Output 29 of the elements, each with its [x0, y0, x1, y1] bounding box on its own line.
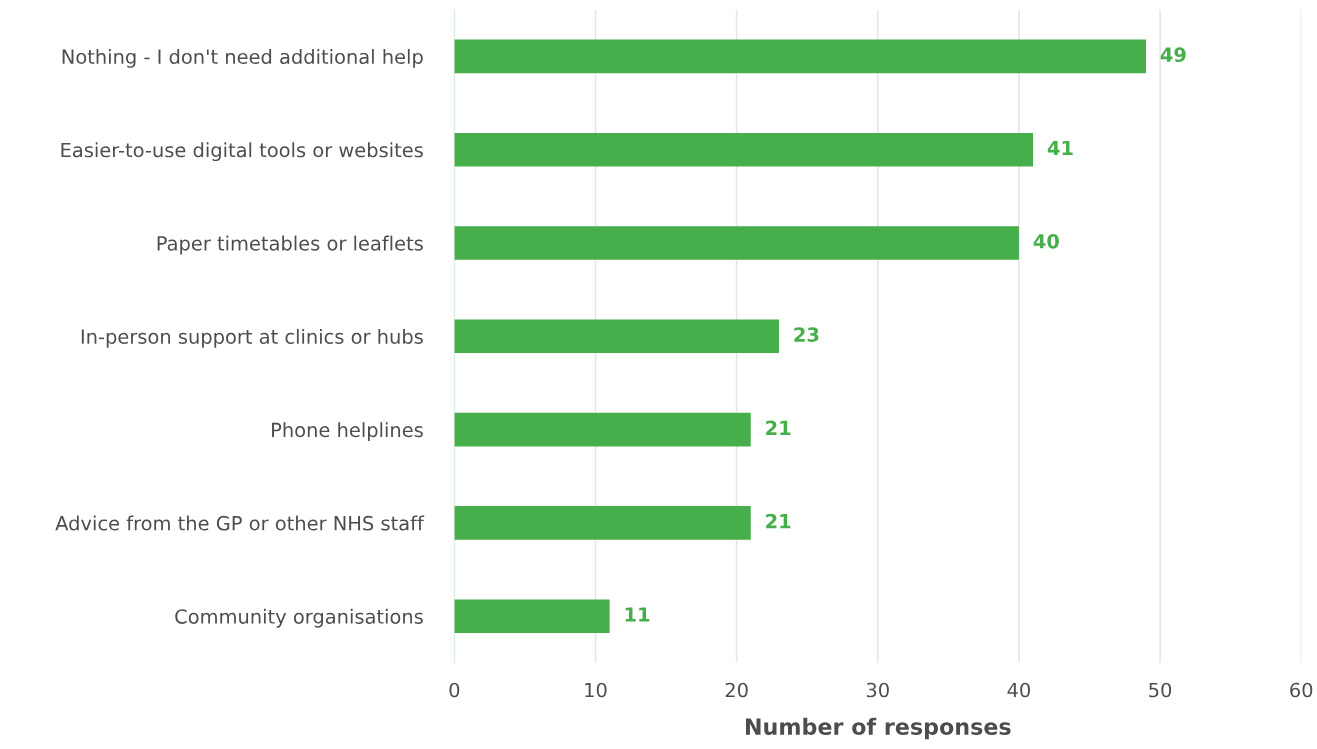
y-tick-label: Nothing - I don't need additional help	[62, 49, 423, 68]
y-tick-label: In-person support at clinics or hubs	[81, 328, 423, 348]
x-tick-label: 30	[866, 682, 889, 698]
data-label: 21	[766, 513, 791, 529]
data-label: 11	[625, 607, 650, 622]
data-label: 40	[1033, 233, 1059, 249]
y-tick-label: Community organisations	[175, 608, 423, 628]
bar	[454, 226, 1019, 260]
data-label: 41	[1047, 140, 1073, 156]
data-label: 21	[766, 420, 791, 435]
data-label: 49	[1160, 47, 1186, 63]
bar	[454, 132, 1034, 167]
x-tick-label: 0	[449, 682, 460, 698]
bar	[454, 319, 779, 354]
y-tick-label: Phone helplines	[272, 422, 423, 442]
data-label: 23	[794, 327, 819, 342]
bar	[454, 412, 751, 447]
x-axis-title: Number of responses	[745, 717, 1011, 740]
bar	[454, 506, 751, 540]
x-tick-label: 60	[1290, 682, 1313, 698]
bar	[454, 599, 610, 634]
x-tick-label: 10	[585, 682, 607, 698]
y-tick-label: Advice from the GP or other NHS staff	[55, 515, 425, 531]
y-tick-label: Easier-to-use digital tools or websites	[61, 142, 423, 162]
y-tick-label: Paper timetables or leaflets	[157, 235, 423, 255]
bar	[454, 39, 1146, 74]
x-tick-label: 20	[725, 682, 748, 698]
x-tick-label: 40	[1007, 682, 1030, 698]
x-tick-label: 50	[1149, 682, 1172, 698]
